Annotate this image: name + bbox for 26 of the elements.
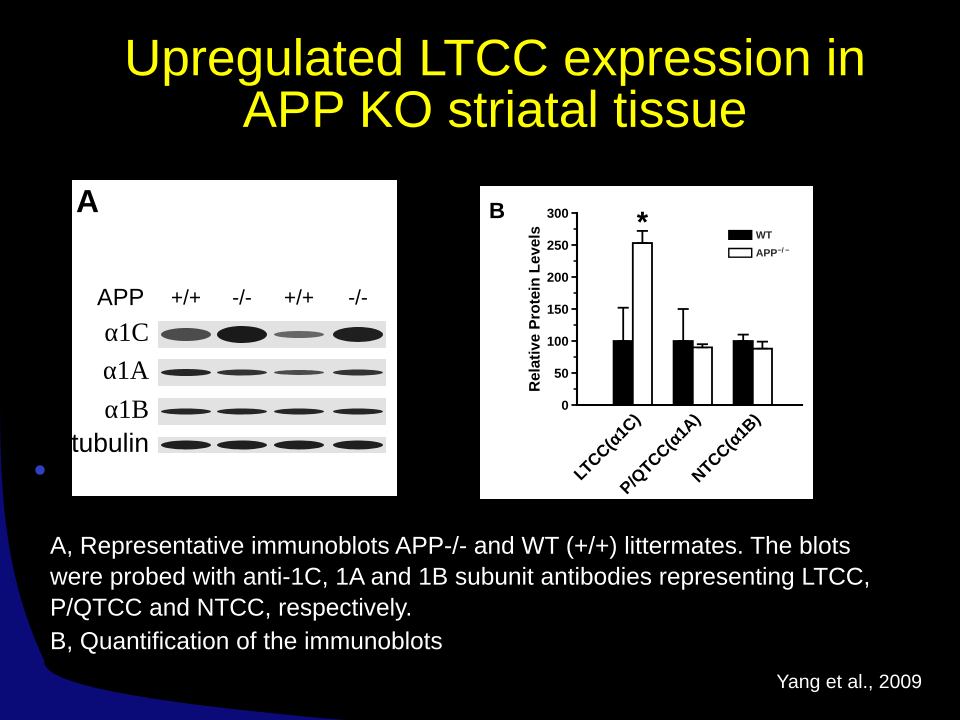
text: α1A	[104, 361, 149, 380]
text: +/+	[284, 289, 314, 305]
text: α1C	[105, 323, 148, 342]
y-tick-label: 300	[547, 208, 568, 218]
y-tick-label: 200	[547, 272, 568, 282]
y-axis-title: Relative Protein Levels	[528, 226, 540, 391]
text: -/-	[233, 289, 251, 305]
text: B, Quantification of the immunoblots	[52, 631, 442, 654]
legend-label: WT	[756, 231, 772, 239]
y-tick-label: 250	[547, 240, 568, 250]
text: B	[490, 202, 504, 218]
y-tick-label: 0	[562, 400, 568, 410]
text: α1B	[105, 400, 148, 418]
y-tick-label: 150	[548, 304, 568, 314]
y-tick-label: 100	[548, 336, 568, 346]
y-tick-label: 50	[554, 368, 568, 378]
text: -/-	[349, 289, 367, 305]
text: Upregulated LTCC expression in APP KO striatal tissue	[128, 38, 863, 128]
text: +/+	[172, 289, 200, 305]
legend-label: APP$^{−/−}$	[756, 247, 790, 256]
text: A	[76, 190, 98, 212]
text: APP	[97, 288, 143, 306]
text: A, Representative immunoblots APP-/- and WT (+/+) littermates. The blots were probed with anti-1C, 1A and 1B subunit antibodies representing LTCC, P/QTCC and NTCC, respectively.	[50, 536, 868, 621]
annotation: *	[636, 212, 648, 223]
text: Yang et al., 2009	[776, 674, 922, 692]
text: tubulin	[72, 432, 148, 452]
